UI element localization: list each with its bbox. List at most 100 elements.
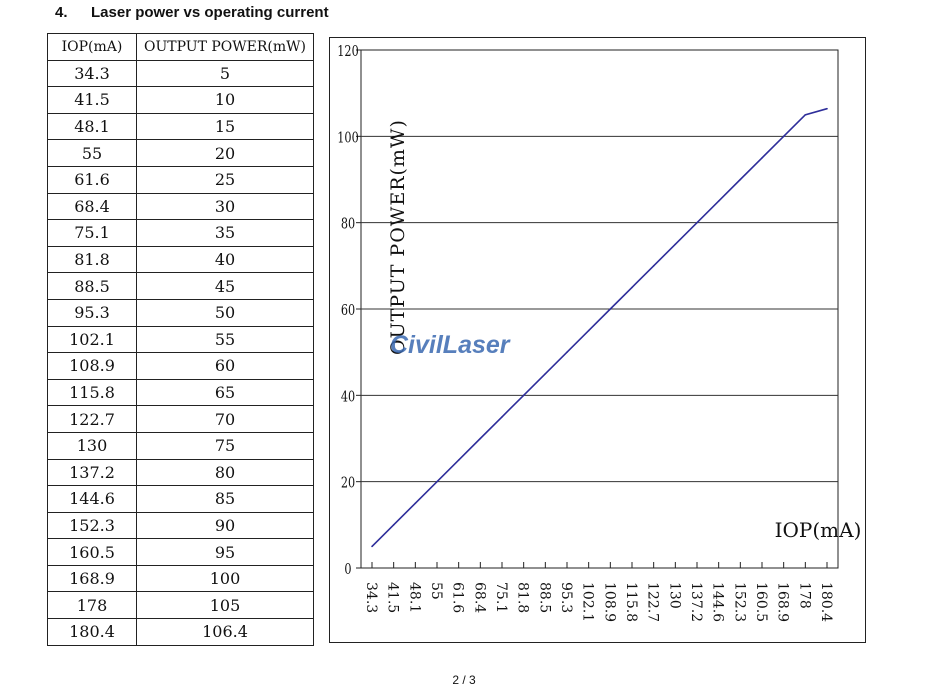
table-row: 68.4 30 <box>47 192 314 221</box>
cell-iop: 75.1 <box>47 219 137 247</box>
cell-power: 20 <box>136 139 314 167</box>
x-tick-label: 144.6 <box>710 582 726 622</box>
x-tick-label: 115.8 <box>623 582 639 622</box>
cell-power: 95 <box>136 538 314 566</box>
data-point <box>436 480 438 483</box>
cell-iop: 81.8 <box>47 245 137 274</box>
y-tick-label: 60 <box>341 303 355 320</box>
data-point <box>371 545 373 548</box>
table-row: 75.1 35 <box>47 219 314 247</box>
data-point <box>544 372 547 375</box>
data-point <box>501 416 503 418</box>
x-tick-label: 55 <box>428 582 444 600</box>
cell-power: 80 <box>136 458 314 487</box>
x-tick-label: 122.7 <box>645 582 661 622</box>
x-tick-label: 41.5 <box>385 582 401 613</box>
x-tick-label: 81.8 <box>515 582 531 613</box>
y-tick-label: 20 <box>341 475 355 492</box>
cell-power: 106.4 <box>136 618 314 646</box>
data-point <box>414 502 417 505</box>
cell-power: 75 <box>136 431 314 460</box>
cell-power: 50 <box>136 298 314 327</box>
cell-iop: 34.3 <box>47 59 137 88</box>
y-tick-label: 0 <box>344 562 351 579</box>
data-point <box>739 178 742 181</box>
x-tick-label: 48.1 <box>406 582 422 613</box>
cell-iop: 160.5 <box>47 538 137 566</box>
data-point <box>479 437 482 440</box>
data-point <box>826 107 828 110</box>
cell-power: 85 <box>136 485 314 513</box>
x-tick-label: 61.6 <box>450 582 466 613</box>
x-tick-label: 95.3 <box>558 582 574 613</box>
cell-iop: 168.9 <box>47 564 137 593</box>
cell-iop: 108.9 <box>47 352 137 380</box>
y-axis-label: OUTPUT POWER(mW) <box>387 119 409 355</box>
table-row: 81.8 40 <box>47 245 314 274</box>
data-point <box>652 265 655 267</box>
x-tick-label: 137.2 <box>688 582 704 622</box>
data-point <box>696 221 698 224</box>
cell-power: 10 <box>136 86 314 114</box>
table-row: 168.9 100 <box>47 564 314 593</box>
cell-power: 35 <box>136 219 314 247</box>
cell-power: 70 <box>136 405 314 433</box>
data-point <box>392 524 395 526</box>
data-point <box>587 329 590 332</box>
cell-power: 100 <box>136 564 314 593</box>
watermark-logo: CivilLaser <box>390 331 511 359</box>
data-point <box>782 135 785 138</box>
cell-iop: 137.2 <box>47 458 137 487</box>
cell-iop: 61.6 <box>47 165 137 194</box>
x-tick-label: 75.1 <box>493 582 509 613</box>
series-line <box>371 107 828 547</box>
cell-power: 90 <box>136 511 314 540</box>
cell-iop: 152.3 <box>47 511 137 540</box>
data-point <box>717 200 720 202</box>
cell-power: 40 <box>136 245 314 274</box>
x-tick-label: 130 <box>666 582 682 609</box>
data-point <box>457 459 460 461</box>
cell-power: 5 <box>136 59 314 88</box>
y-tick-label: 120 <box>337 44 358 61</box>
cell-iop: 178 <box>47 591 137 620</box>
y-tick-label: 40 <box>341 389 355 406</box>
data-point <box>761 157 763 159</box>
table-row: 108.9 60 <box>47 352 314 380</box>
cell-power: 45 <box>136 272 314 300</box>
cell-iop: 41.5 <box>47 86 137 114</box>
page-number: 2 / 3 <box>452 673 476 687</box>
data-point <box>522 394 525 397</box>
section-heading: 4. Laser power vs operating current <box>55 4 329 21</box>
table-row: 115.8 65 <box>47 378 314 407</box>
cell-iop: 115.8 <box>47 378 137 407</box>
column-header-iop: IOP(mA) <box>47 33 137 61</box>
table-row: 130 75 <box>47 431 314 460</box>
x-tick-label: 160.5 <box>753 582 769 622</box>
cell-iop: 130 <box>47 431 137 460</box>
cell-power: 30 <box>136 192 314 221</box>
table-row: 61.6 25 <box>47 165 314 194</box>
y-tick-label: 80 <box>341 216 355 233</box>
table-row: 41.5 10 <box>47 86 314 114</box>
table-row: 180.4 106.4 <box>47 618 314 646</box>
x-tick-label: 108.9 <box>601 582 617 622</box>
table-row: 152.3 90 <box>47 511 314 540</box>
x-tick-label: 88.5 <box>536 582 552 613</box>
cell-iop: 180.4 <box>47 618 137 646</box>
table-row: 137.2 80 <box>47 458 314 487</box>
x-tick-label: 180.4 <box>818 582 834 622</box>
x-tick-label: 102.1 <box>580 582 596 622</box>
cell-power: 65 <box>136 378 314 407</box>
y-tick-label: 100 <box>337 130 358 147</box>
cell-iop: 144.6 <box>47 485 137 513</box>
data-table: IOP(mA) OUTPUT POWER(mW) 34.3 5 41.5 10 48.1… <box>47 33 314 646</box>
data-point <box>674 243 677 246</box>
x-tick-label: 152.3 <box>731 582 747 622</box>
chart-frame <box>329 37 866 643</box>
section-title: Laser power vs operating current <box>91 4 329 21</box>
section-number: 4. <box>55 4 68 21</box>
table-row: 144.6 85 <box>47 485 314 513</box>
x-tick-label: 178 <box>796 582 812 609</box>
